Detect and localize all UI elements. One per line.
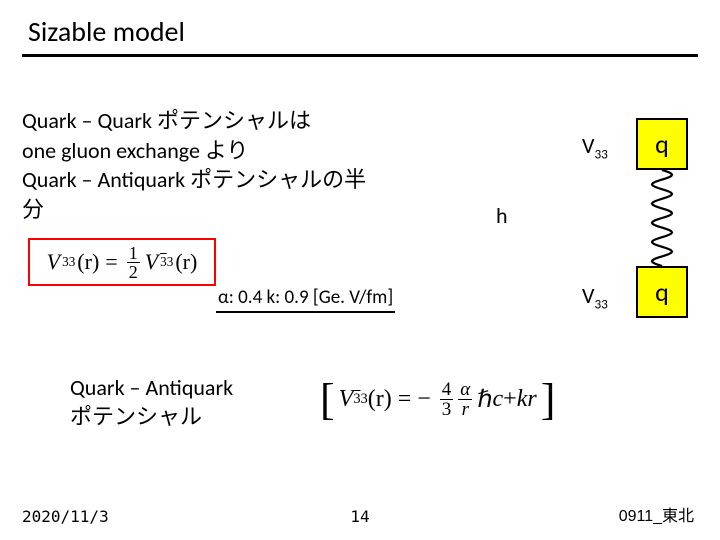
eq2-c: c xyxy=(493,386,504,413)
eq1-V: V xyxy=(47,249,60,275)
eq2-frac1-num: 4 xyxy=(440,380,454,399)
body1-line3: Quark – Antiquark ポテンシャルの半 xyxy=(22,165,412,195)
parameters-text: α: 0.4 k: 0.9 [Ge. V/fm] xyxy=(216,286,395,313)
eq2-frac1: 43 xyxy=(440,380,454,419)
title-underline xyxy=(22,54,698,57)
body1-line4: 分 xyxy=(22,195,412,225)
eq1-frac-den: 2 xyxy=(127,263,140,281)
footer-right-text: 0911_東北 xyxy=(619,502,694,526)
eq1-rhs-V: V xyxy=(145,249,158,275)
footer-page-number: 14 xyxy=(0,507,720,526)
eq2-close-bracket: ] xyxy=(541,374,556,425)
eq2-lhs-V: V xyxy=(339,386,354,413)
body-text-2: Quark – Antiquark ポテンシャル xyxy=(70,374,233,431)
eq1-lhs-sub: 33 xyxy=(62,254,75,270)
eq1-frac: 12 xyxy=(127,244,140,281)
feynman-diagram: q q V33 V33 h xyxy=(432,98,692,318)
body-text-1: Quark – Quark ポテンシャルは one gluon exchange… xyxy=(22,106,412,225)
eq1-eq: = xyxy=(105,249,117,275)
eq2-hbar: ℏ xyxy=(477,385,492,414)
eq2-frac1-den: 3 xyxy=(440,400,454,419)
body1-line1: Quark – Quark ポテンシャルは xyxy=(22,106,412,136)
eq2-open-bracket: [ xyxy=(320,374,335,425)
slide-title: Sizable model xyxy=(28,14,185,49)
eq2-frac2-den: r xyxy=(460,400,471,419)
equation-1-box: V33(r) = 12 V33(r) xyxy=(28,238,216,286)
eq2-frac2-num: α xyxy=(458,380,472,399)
equation-2: [ V33(r) = − 43 αr ℏc + kr ] xyxy=(320,374,555,425)
equation-1: V33(r) = 12 V33(r) xyxy=(47,244,198,281)
eq2-lhs-sub: 33 xyxy=(353,391,367,408)
eq2-frac2: αr xyxy=(458,380,472,419)
eq1-frac-num: 1 xyxy=(127,244,140,262)
eq2-plus: + xyxy=(503,386,517,413)
body1-line2: one gluon exchange より xyxy=(22,136,412,166)
body2-line1: Quark – Antiquark xyxy=(70,374,233,401)
eq2-k: k xyxy=(517,386,528,413)
eq1-rhs-arg: (r) xyxy=(175,249,197,275)
eq2-r: r xyxy=(527,386,536,413)
eq2-eq: = − xyxy=(398,386,431,413)
eq1-lhs-arg: (r) xyxy=(77,249,99,275)
eq2-lhs-arg: (r) xyxy=(368,386,392,413)
gluon-line-icon xyxy=(432,98,692,318)
eq1-rhs-sub: 33 xyxy=(160,254,173,270)
body2-line2: ポテンシャル xyxy=(70,403,202,430)
